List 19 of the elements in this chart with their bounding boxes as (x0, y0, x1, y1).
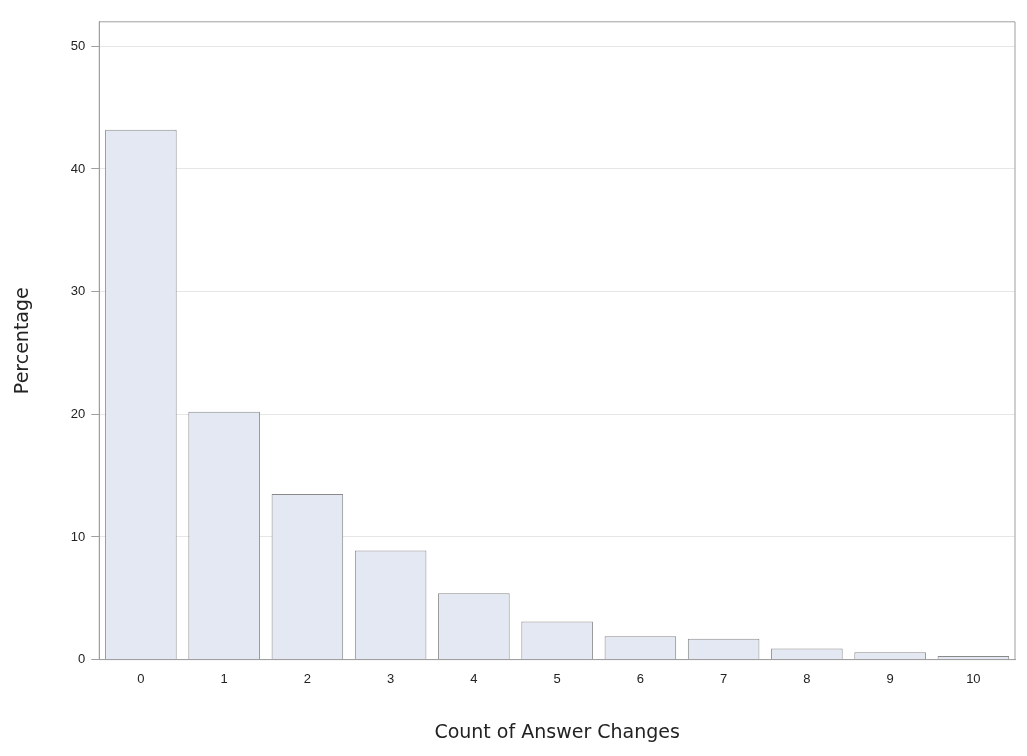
x-tick-label: 10 (966, 670, 981, 686)
x-tick-label: 3 (387, 670, 395, 686)
x-tick-label: 8 (803, 670, 811, 686)
y-tick-label: 50 (70, 37, 86, 53)
x-tick-label: 9 (886, 670, 894, 686)
x-tick-label: 2 (303, 670, 311, 686)
x-axis-title: Count of Answer Changes (434, 719, 680, 742)
y-tick-label: 30 (70, 283, 86, 299)
x-tick-label: 1 (220, 670, 228, 686)
y-axis-title: Percentage (10, 287, 33, 395)
x-tick-label: 0 (137, 670, 145, 686)
y-tick-label: 20 (70, 405, 86, 421)
y-tick-label: 0 (78, 651, 86, 667)
y-tick-label: 40 (70, 160, 86, 176)
x-tick-label: 7 (720, 670, 728, 686)
x-tick-label: 6 (636, 670, 644, 686)
y-tick-label: 10 (70, 528, 86, 544)
x-tick-label: 4 (470, 670, 478, 686)
x-tick-label: 5 (553, 670, 561, 686)
